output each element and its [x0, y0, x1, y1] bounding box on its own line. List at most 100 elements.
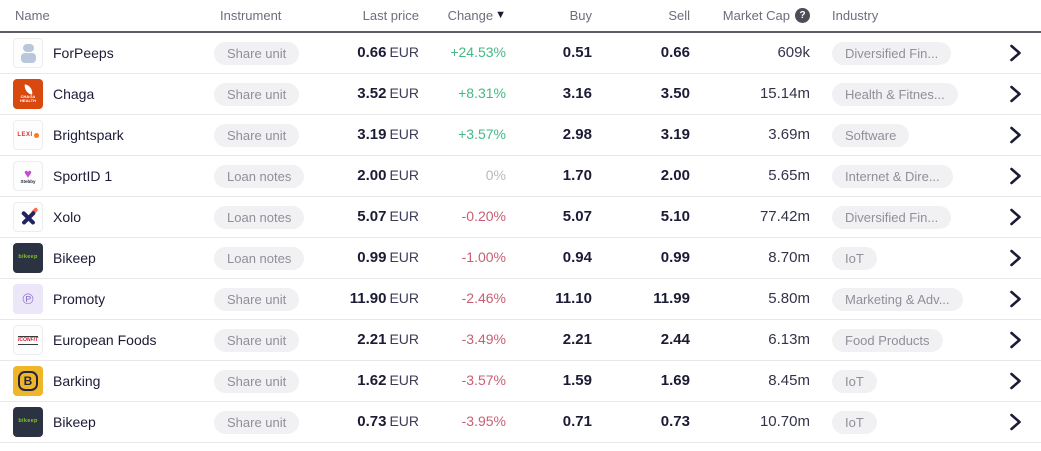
last-price-value: 0.99: [357, 249, 387, 266]
row-detail-button[interactable]: [990, 249, 1041, 267]
change-cell: +3.57%: [425, 126, 512, 144]
name-cell: LEXI Brightspark: [0, 120, 210, 150]
currency-label: EUR: [389, 249, 419, 265]
name-cell: ICONFIT European Foods: [0, 325, 210, 355]
industry-badge: Food Products: [832, 328, 943, 352]
last-price-cell: 0.66 EUR: [330, 44, 425, 62]
table-row[interactable]: LEXI Brightspark Share unit 3.19 EUR +3.5…: [0, 115, 1041, 156]
table-row[interactable]: B Barking Share unit 1.62 EUR -3.57% 1.59…: [0, 361, 1041, 402]
change-cell: -3.95%: [425, 413, 512, 431]
currency-label: EUR: [389, 413, 419, 429]
instrument-cell: Loan notes: [210, 164, 330, 188]
buy-cell: 0.94: [512, 249, 598, 267]
company-name: Brightspark: [53, 127, 124, 143]
table-row[interactable]: ℗ Promoty Share unit 11.90 EUR -2.46% 11.…: [0, 279, 1041, 320]
row-detail-button[interactable]: [990, 126, 1041, 144]
market-cap-cell: 8.45m: [696, 372, 816, 390]
buy-value: 1.70: [562, 167, 592, 184]
sell-cell: 11.99: [598, 290, 696, 308]
buy-cell: 2.98: [512, 126, 598, 144]
company-name: Barking: [53, 373, 101, 389]
table-row[interactable]: ICONFIT European Foods Share unit 2.21 EU…: [0, 320, 1041, 361]
company-logo-text: bikeep: [18, 418, 38, 425]
market-cap-cell: 609k: [696, 44, 816, 62]
last-price-cell: 0.99 EUR: [330, 249, 425, 267]
currency-label: EUR: [389, 44, 419, 60]
market-cap-cell: 3.69m: [696, 126, 816, 144]
instrument-cell: Loan notes: [210, 246, 330, 270]
change-value: -2.46%: [461, 290, 506, 306]
buy-value: 2.98: [562, 126, 592, 143]
last-price-value: 2.00: [357, 167, 387, 184]
row-detail-button[interactable]: [990, 331, 1041, 349]
last-price-cell: 3.52 EUR: [330, 85, 425, 103]
industry-cell: IoT: [816, 369, 990, 393]
chevron-right-icon: [1010, 126, 1021, 144]
company-logo-text: CHAGA HEALTH: [20, 94, 36, 103]
sell-value: 0.99: [660, 249, 690, 266]
company-logo-text: Stebby: [20, 178, 36, 184]
instrument-badge: Loan notes: [214, 164, 305, 188]
row-detail-button[interactable]: [990, 413, 1041, 431]
table-header-row: Name Instrument Last price Change ▼ Buy …: [0, 0, 1041, 33]
company-name: ForPeeps: [53, 45, 114, 61]
instrument-cell: Share unit: [210, 287, 330, 311]
instrument-cell: Share unit: [210, 82, 330, 106]
row-detail-button[interactable]: [990, 167, 1041, 185]
industry-cell: Food Products: [816, 328, 990, 352]
row-detail-button[interactable]: [990, 208, 1041, 226]
currency-label: EUR: [389, 331, 419, 347]
sell-cell: 0.99: [598, 249, 696, 267]
change-cell: -0.20%: [425, 208, 512, 226]
instrument-cell: Share unit: [210, 410, 330, 434]
table-row[interactable]: ForPeeps Share unit 0.66 EUR +24.53% 0.51…: [0, 33, 1041, 74]
instrument-badge: Share unit: [214, 410, 300, 434]
change-cell: -2.46%: [425, 290, 512, 308]
row-detail-button[interactable]: [990, 372, 1041, 390]
company-logo-text: LEXI: [17, 132, 33, 138]
chevron-right-icon: [1010, 413, 1021, 431]
market-cap-help-icon[interactable]: ?: [795, 8, 810, 23]
company-logo-text: ICONFIT: [18, 335, 38, 345]
table-row[interactable]: Xolo Loan notes 5.07 EUR -0.20% 5.07 5.10…: [0, 197, 1041, 238]
company-logo-text: B: [18, 371, 38, 391]
company-logo-icon: B: [13, 366, 43, 396]
change-value: -1.00%: [461, 249, 506, 265]
row-detail-button[interactable]: [990, 290, 1041, 308]
currency-label: EUR: [389, 167, 419, 183]
sell-cell: 3.50: [598, 85, 696, 103]
table-row[interactable]: bikeep Bikeep Loan notes 0.99 EUR -1.00% …: [0, 238, 1041, 279]
table-row[interactable]: bikeep Bikeep Share unit 0.73 EUR -3.95% …: [0, 402, 1041, 443]
company-logo-icon: Stebby: [13, 161, 43, 191]
company-logo-icon: ℗: [13, 284, 43, 314]
sell-cell: 5.10: [598, 208, 696, 226]
sell-value: 5.10: [660, 208, 690, 225]
sell-cell: 2.00: [598, 167, 696, 185]
chevron-right-icon: [1010, 249, 1021, 267]
last-price-value: 2.21: [357, 331, 387, 348]
change-cell: -3.57%: [425, 372, 512, 390]
sell-cell: 0.66: [598, 44, 696, 62]
table-row[interactable]: CHAGA HEALTH Chaga Share unit 3.52 EUR +8…: [0, 74, 1041, 115]
change-value: +24.53%: [450, 44, 506, 60]
last-price-value: 0.66: [357, 44, 387, 61]
name-cell: Xolo: [0, 202, 210, 232]
column-header-sell: Sell: [668, 8, 690, 23]
column-header-change[interactable]: Change ▼: [425, 8, 512, 23]
market-cap-cell: 6.13m: [696, 331, 816, 349]
buy-cell: 1.59: [512, 372, 598, 390]
column-header-instrument: Instrument: [220, 8, 282, 23]
company-logo-text: ℗: [22, 290, 34, 308]
company-logo-icon: bikeep: [13, 243, 43, 273]
industry-cell: Internet & Dire...: [816, 164, 990, 188]
last-price-cell: 2.00 EUR: [330, 167, 425, 185]
industry-cell: IoT: [816, 246, 990, 270]
instrument-cell: Share unit: [210, 328, 330, 352]
row-detail-button[interactable]: [990, 44, 1041, 62]
company-name: Bikeep: [53, 414, 96, 430]
company-logo-icon: ICONFIT: [13, 325, 43, 355]
row-detail-button[interactable]: [990, 85, 1041, 103]
company-name: Promoty: [53, 291, 106, 307]
last-price-value: 1.62: [357, 372, 387, 389]
